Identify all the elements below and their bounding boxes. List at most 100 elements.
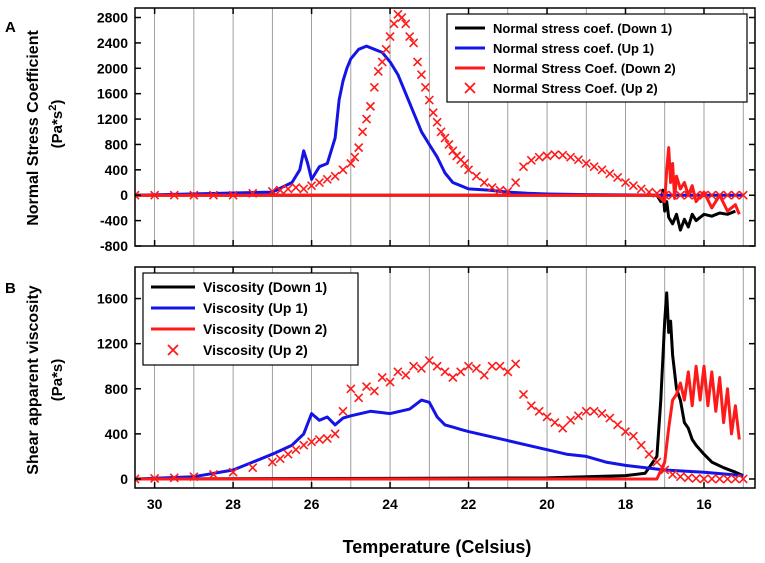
panel-b-point-up2 — [432, 361, 442, 371]
panel-b-point-up2 — [456, 367, 466, 377]
panel-a-ytick-label: -800 — [100, 238, 128, 254]
panel-a-series-up1 — [135, 44, 744, 197]
panel-b-point-up2 — [589, 406, 599, 416]
panel-a-point-up2 — [283, 184, 293, 194]
panel-b-point-up2 — [730, 474, 740, 484]
panel-a-point-up2 — [613, 172, 623, 183]
panel-a-point-up2 — [620, 177, 631, 188]
panel-a-point-up2 — [460, 158, 470, 169]
panel-b-point-up2 — [691, 473, 701, 483]
panel-a-point-up2 — [463, 165, 474, 175]
panel-b-point-up2 — [668, 469, 678, 480]
panel-a-point-up2 — [581, 158, 591, 169]
panel-a-point-up2 — [660, 190, 670, 200]
panel-a-point-up2 — [542, 151, 552, 161]
panel-b-series-up1 — [135, 398, 744, 481]
panel-a-point-up2 — [573, 155, 583, 165]
panel-a-legend-swatch — [464, 82, 476, 94]
panel-b-legend-label: Viscosity (Up 2) — [203, 342, 308, 358]
panel-b-point-up2 — [369, 386, 379, 396]
panel-a-ytick-label: -400 — [100, 213, 128, 229]
panel-a-point-up2 — [668, 190, 678, 200]
panel-a-point-up2 — [135, 190, 140, 200]
x-tick-label: 18 — [618, 496, 634, 512]
panel-a-point-up2 — [291, 183, 301, 193]
panel-a-point-up2 — [397, 12, 407, 23]
panel-b-point-up2 — [248, 463, 258, 473]
panel-b-point-up2 — [526, 401, 536, 411]
panel-a-point-up2 — [605, 169, 615, 179]
x-tick-label: 30 — [147, 496, 163, 512]
panel-a-point-up2 — [440, 133, 450, 143]
panel-b-point-up2 — [738, 474, 748, 484]
panel-b-point-up2 — [330, 429, 340, 439]
panel-a-point-up2 — [691, 190, 701, 200]
panel-a-point-up2 — [409, 38, 419, 48]
panel-b-point-up2 — [267, 457, 277, 467]
panel-b-point-up2 — [652, 457, 662, 467]
panel-b-point-up2 — [675, 472, 686, 482]
panel-b-point-up2 — [322, 433, 332, 443]
panel-b-legend-label: Viscosity (Down 1) — [203, 279, 327, 295]
panel-b-point-up2 — [581, 406, 591, 416]
panel-a-point-up2 — [299, 184, 309, 194]
panel-a-point-up2 — [487, 183, 497, 193]
panel-a-legend-label: Normal stress coef. (Down 1) — [493, 21, 672, 36]
panel-b-point-up2 — [613, 420, 623, 430]
panel-a-point-up2 — [420, 82, 430, 92]
panel-a-ytick-label: 2000 — [97, 60, 128, 76]
panel-a-point-up2 — [644, 187, 654, 197]
panel-a-point-up2 — [416, 70, 427, 80]
panel-b-point-up2 — [401, 370, 411, 380]
panel-letter-b: B — [5, 280, 16, 297]
panel-a-legend-label: Normal stress coef. (Up 1) — [493, 41, 654, 56]
panel-b-point-up2 — [487, 361, 497, 371]
panel-b-point-up2 — [722, 474, 733, 484]
panel-b-legend-label: Viscosity (Up 1) — [203, 300, 308, 316]
panel-a-plot: -800 -400 0 400 800 1200 1600 2000 2400 2800 Norma… — [97, 7, 756, 254]
panel-b-point-up2 — [228, 467, 238, 477]
panel-b-point-up2 — [291, 445, 301, 455]
panel-a-point-up2 — [730, 190, 740, 200]
panel-b-point-up2 — [479, 370, 489, 380]
panel-a-point-up2 — [346, 158, 356, 169]
panel-a-ylabel-sup: 2 — [47, 105, 59, 111]
panel-b-point-up2 — [409, 361, 419, 371]
panel-a-frame — [134, 7, 756, 247]
panel-a-point-up2 — [628, 181, 638, 191]
panel-a-ylabel-line1: Normal Stress Coefficient — [25, 30, 42, 226]
panel-b-point-up2 — [644, 449, 654, 459]
panel-b-point-up2 — [605, 413, 615, 423]
panel-b-point-up2 — [393, 367, 403, 377]
panel-a-point-up2 — [424, 95, 434, 105]
panel-a-point-up2 — [377, 57, 387, 67]
panel-a-legend-label: Normal Stress Coef. (Up 2) — [493, 81, 658, 96]
panel-b-point-up2 — [448, 372, 458, 383]
panel-a-point-up2 — [738, 190, 748, 200]
panel-a-point-up2 — [675, 190, 686, 200]
panel-b-point-up2 — [283, 449, 293, 459]
panel-b-point-up2 — [566, 415, 576, 425]
panel-a-point-up2 — [589, 162, 599, 172]
panel-a-ylabel-line2: (Pa*s2) — [47, 100, 66, 149]
panel-b-series-up2 — [135, 356, 748, 484]
panel-b-point-up2 — [573, 411, 583, 421]
panel-b-plot: 0 400 800 1200 1600 30 28 26 24 22 20 18 16 Viscosity… — [97, 266, 756, 512]
panel-b-point-up2 — [699, 474, 709, 484]
x-tick-label: 20 — [539, 496, 555, 512]
panel-a-point-up2 — [534, 152, 544, 162]
panel-b-point-up2 — [135, 474, 140, 484]
panel-a-point-up2 — [511, 177, 521, 188]
panel-a-ylabel-close: ) — [49, 100, 66, 105]
panel-a-point-up2 — [385, 31, 395, 42]
panel-a-point-up2 — [365, 101, 376, 111]
panel-b-frame — [134, 266, 756, 489]
panel-a-point-up2 — [405, 31, 415, 42]
x-axis-title: Temperature (Celsius) — [343, 537, 532, 557]
panel-a-series-up2 — [135, 9, 748, 200]
panel-b-point-up2 — [636, 440, 646, 450]
panel-a-point-up2 — [479, 177, 489, 188]
panel-a-point-up2 — [358, 127, 368, 137]
panel-b-point-up2 — [628, 431, 638, 441]
panel-a-ytick-label: 0 — [120, 187, 128, 203]
